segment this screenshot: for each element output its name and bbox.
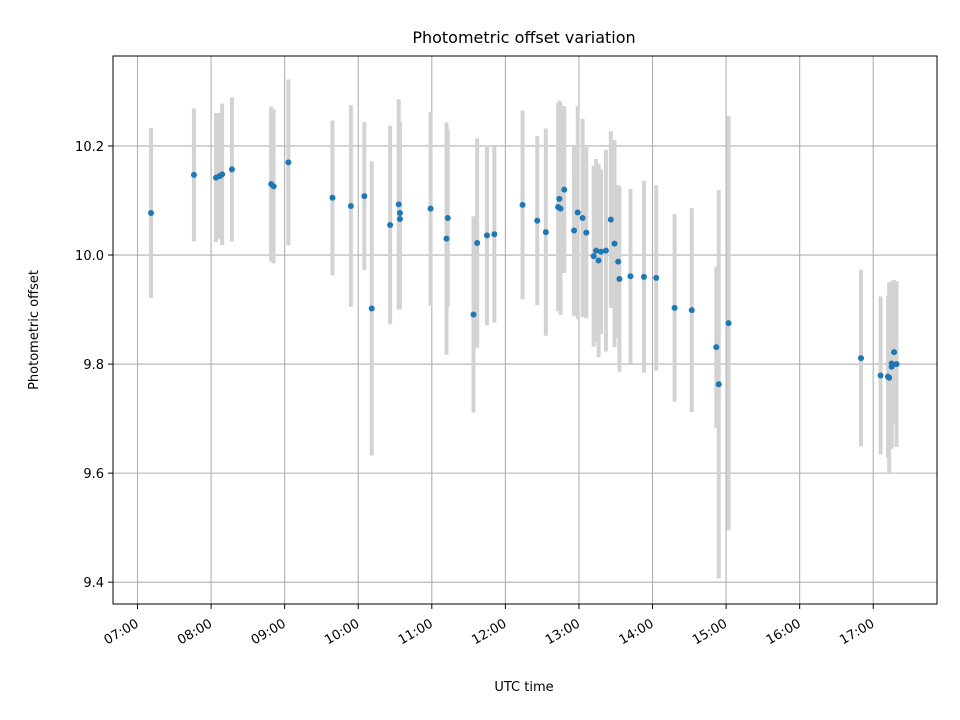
data-point xyxy=(483,232,490,239)
data-point xyxy=(688,307,695,314)
data-point xyxy=(557,205,564,212)
data-point xyxy=(888,360,895,367)
data-points xyxy=(148,159,900,388)
data-point xyxy=(368,305,375,312)
data-point xyxy=(640,273,647,280)
data-point xyxy=(347,202,354,209)
data-point xyxy=(583,229,590,236)
data-point xyxy=(285,159,292,166)
y-tick-label: 10.0 xyxy=(75,249,104,264)
grid xyxy=(113,56,937,604)
data-point xyxy=(574,209,581,216)
data-point xyxy=(611,240,618,247)
data-point xyxy=(891,349,898,356)
data-point xyxy=(443,235,450,242)
data-point xyxy=(395,201,402,208)
data-point xyxy=(361,193,368,200)
data-point xyxy=(228,166,235,173)
y-tick-label: 9.8 xyxy=(83,358,104,373)
data-point xyxy=(607,216,614,223)
data-point xyxy=(519,201,526,208)
data-point xyxy=(444,214,451,221)
data-point xyxy=(561,186,568,193)
chart-title: Photometric offset variation xyxy=(412,28,635,47)
data-point xyxy=(474,240,481,247)
data-point xyxy=(653,274,660,281)
data-point xyxy=(602,247,609,254)
data-point xyxy=(396,216,403,223)
data-point xyxy=(615,258,622,265)
y-axis-ticks: 9.4 9.6 9.8 10.0 10.2 xyxy=(75,140,113,591)
data-point xyxy=(491,231,498,238)
data-point xyxy=(571,227,578,234)
y-tick-label: 10.2 xyxy=(75,140,104,155)
data-point xyxy=(542,229,549,236)
data-point xyxy=(627,273,634,280)
data-point xyxy=(593,247,600,254)
data-point xyxy=(556,195,563,202)
data-point xyxy=(534,217,541,224)
data-point xyxy=(190,171,197,178)
y-axis-label: Photometric offset xyxy=(27,270,42,390)
data-point xyxy=(715,381,722,388)
y-tick-label: 9.4 xyxy=(83,576,104,591)
data-point xyxy=(616,276,623,283)
data-point xyxy=(219,171,226,178)
data-point xyxy=(595,257,602,264)
data-point xyxy=(148,210,155,217)
data-point xyxy=(329,194,336,201)
data-point xyxy=(470,311,477,318)
data-point xyxy=(387,222,394,229)
data-point xyxy=(427,205,434,212)
data-point xyxy=(270,183,277,190)
data-point xyxy=(857,355,864,362)
data-point xyxy=(579,214,586,221)
data-point xyxy=(725,320,732,327)
y-tick-label: 9.6 xyxy=(83,467,104,482)
data-point xyxy=(713,344,720,351)
data-point xyxy=(590,253,597,260)
data-point xyxy=(396,210,403,217)
data-point xyxy=(598,248,605,255)
data-point xyxy=(671,304,678,311)
x-axis-label: UTC time xyxy=(494,680,553,695)
data-point xyxy=(893,361,900,368)
data-point xyxy=(886,374,893,381)
data-point xyxy=(877,372,884,379)
plot-frame xyxy=(112,55,938,605)
